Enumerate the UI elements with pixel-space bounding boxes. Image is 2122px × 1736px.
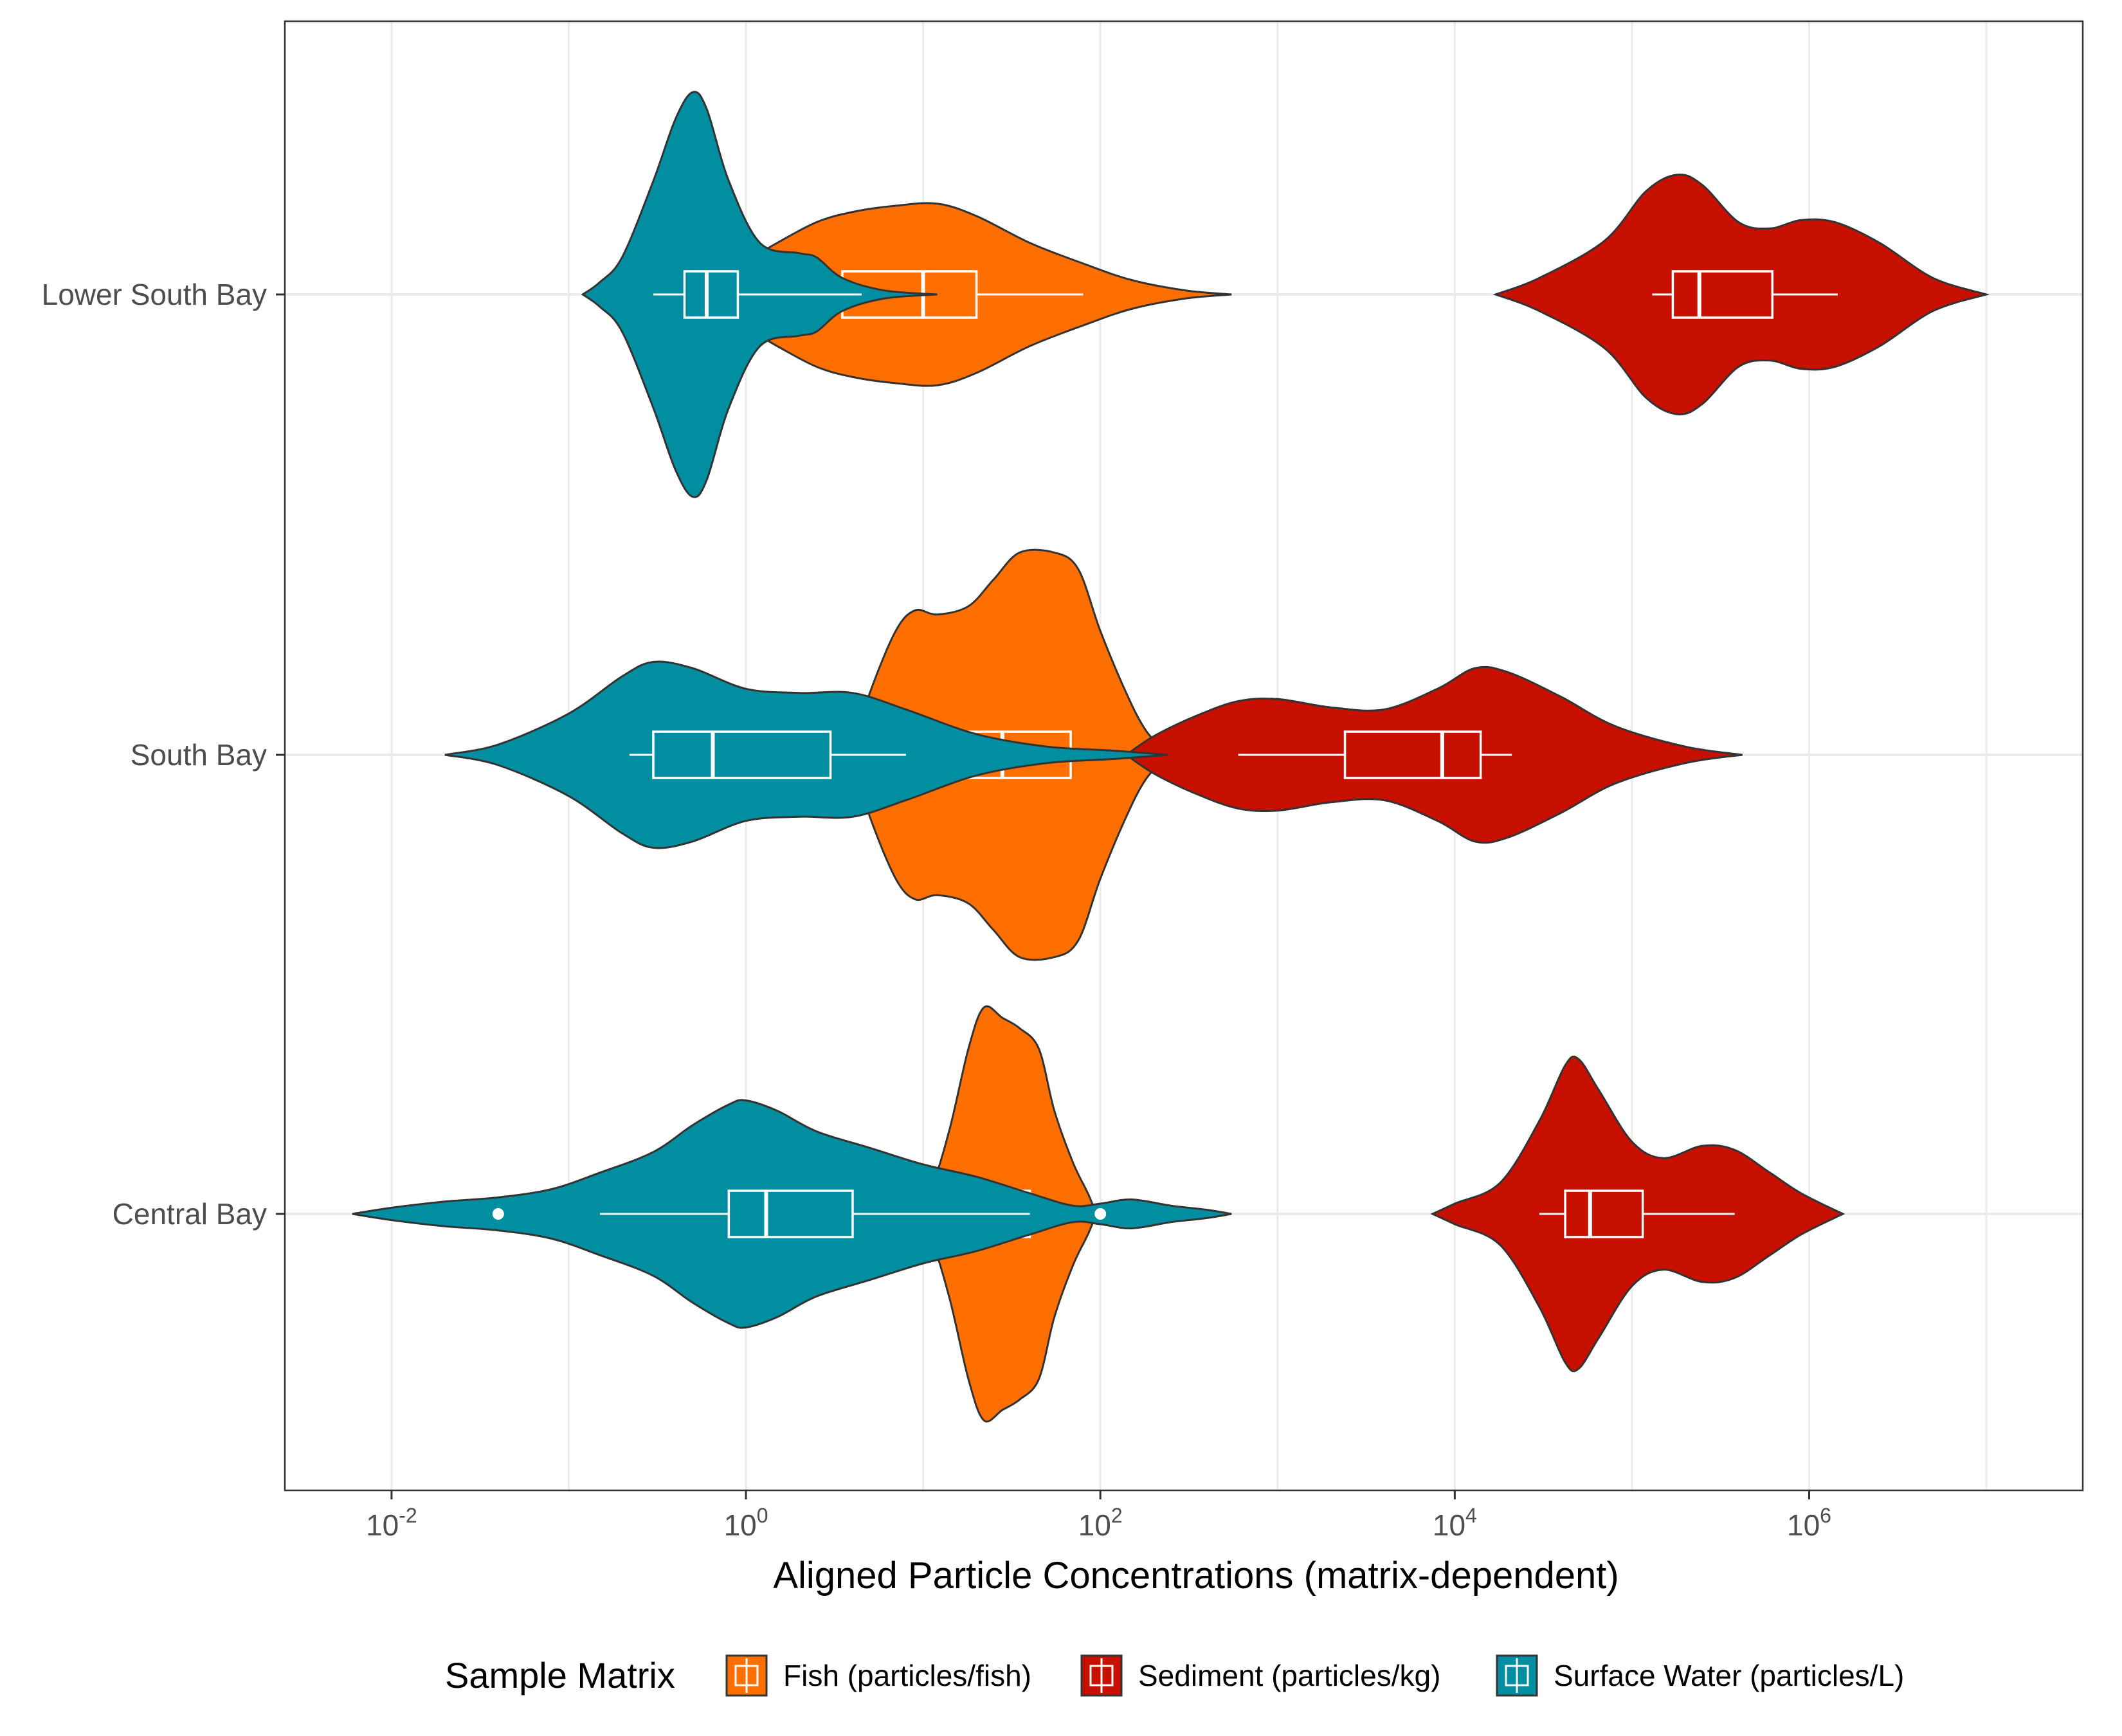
y-tick-label: Lower South Bay xyxy=(42,278,267,311)
violins xyxy=(352,91,1990,1423)
x-tick-label: 10-2 xyxy=(366,1504,417,1542)
outlier-point xyxy=(1094,1208,1107,1220)
legend-label: Surface Water (particles/L) xyxy=(1554,1659,1904,1692)
violin-lower-south-bay-surface-water xyxy=(581,91,938,498)
box-iqr xyxy=(683,270,739,319)
y-axis: Central Bay South Bay Lower South Bay xyxy=(42,278,285,1231)
legend-item-fish: Fish (particles/fish) xyxy=(725,1654,1031,1697)
outlier-point xyxy=(492,1208,504,1220)
box-iqr xyxy=(652,730,832,779)
box-iqr xyxy=(1564,1189,1644,1238)
violin-shape xyxy=(352,1099,1232,1329)
box-iqr xyxy=(1343,730,1482,779)
legend-item-sediment: Sediment (particles/kg) xyxy=(1080,1654,1440,1697)
legend-label: Sediment (particles/kg) xyxy=(1138,1659,1440,1692)
violin-central-bay-surface-water xyxy=(352,1099,1232,1329)
violin-south-bay-sediment xyxy=(1124,665,1743,844)
x-tick-label: 100 xyxy=(724,1504,768,1542)
violin-shape xyxy=(444,660,1168,849)
violin-shape xyxy=(683,202,1232,387)
x-tick-label: 102 xyxy=(1078,1504,1123,1542)
legend-title: Sample Matrix xyxy=(445,1655,675,1695)
y-tick-label: Central Bay xyxy=(113,1197,267,1231)
x-tick-label: 104 xyxy=(1433,1504,1477,1542)
x-axis: 10-2 100 102 104 106 xyxy=(366,1490,1831,1542)
violin-shape xyxy=(1124,665,1743,844)
violin-shape xyxy=(1430,1055,1845,1373)
violin-south-bay-surface-water xyxy=(444,660,1168,849)
violin-lower-south-bay-sediment xyxy=(1492,174,1990,415)
box-iqr xyxy=(1671,270,1774,319)
legend-item-surface-water: Surface Water (particles/L) xyxy=(1496,1654,1904,1697)
legend: Sample Matrix Fish (particles/fish) Sedime… xyxy=(445,1654,1904,1697)
y-tick-label: South Bay xyxy=(131,738,267,772)
x-tick-label: 106 xyxy=(1787,1504,1831,1542)
box-iqr xyxy=(727,1189,854,1238)
legend-label: Fish (particles/fish) xyxy=(783,1659,1031,1692)
x-axis-title: Aligned Particle Concentrations (matrix-… xyxy=(773,1555,1619,1596)
violin-central-bay-sediment xyxy=(1430,1055,1845,1373)
violin-shape xyxy=(1492,174,1990,415)
